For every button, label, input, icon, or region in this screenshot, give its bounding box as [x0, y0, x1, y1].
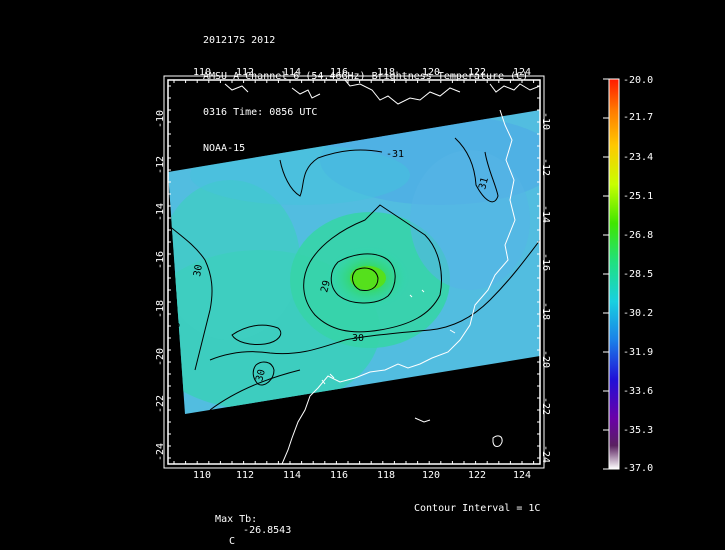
lat-label: -10 — [155, 110, 166, 128]
colorbar-label: -25.1 — [623, 191, 653, 202]
contour-label: 29 — [170, 321, 183, 335]
lon-label: 122 — [468, 470, 486, 481]
lat-label: -12 — [155, 156, 166, 174]
lon-labels-bottom: 110 112 114 116 118 120 122 124 — [193, 470, 531, 481]
colorbar-label: -31.9 — [623, 347, 653, 358]
colorbar-label: -26.8 — [623, 230, 653, 241]
lon-label: 120 — [422, 67, 440, 78]
brightness-swath — [168, 110, 540, 414]
max-tb-value: -26.8543 — [243, 525, 292, 536]
colorbar-ticks — [603, 78, 609, 470]
lat-label: -16 — [155, 251, 166, 269]
lat-label: -24 — [540, 445, 551, 463]
contour-label: 30 — [254, 368, 268, 382]
contour-label: 30 — [192, 264, 205, 278]
contour-label: 29 — [319, 279, 333, 293]
lat-label: -18 — [540, 302, 551, 320]
colorbar-label: -21.7 — [623, 112, 653, 123]
lon-label: 110 — [193, 67, 211, 78]
lon-label: 110 — [193, 470, 211, 481]
colorbar-label: -33.6 — [623, 386, 653, 397]
lon-label: 112 — [236, 67, 254, 78]
colorbar-label: -35.3 — [623, 425, 653, 436]
contour-label: 30 — [352, 333, 364, 344]
contour-interval: Contour Interval = 1C — [414, 503, 541, 514]
lat-label: -14 — [540, 205, 551, 223]
map-frame — [163, 75, 545, 469]
lat-label: -20 — [540, 350, 551, 368]
colorbar-label: -23.4 — [623, 152, 653, 163]
lon-labels-top: 110 112 114 116 118 120 122 124 — [193, 67, 531, 78]
max-tb-label: Max Tb: — [215, 514, 258, 525]
lon-label: 118 — [377, 470, 395, 481]
coastlines — [224, 80, 540, 464]
lon-label: 114 — [283, 67, 301, 78]
lon-label: 112 — [236, 470, 254, 481]
lat-label: -22 — [540, 397, 551, 415]
lon-label: 122 — [468, 67, 486, 78]
lon-label: 118 — [377, 67, 395, 78]
colorbar-label: -28.5 — [623, 269, 653, 280]
time-stamp: 0316 Time: 0856 UTC — [203, 107, 318, 118]
lon-label: 114 — [283, 470, 301, 481]
lon-label: 124 — [513, 470, 531, 481]
lat-label: -16 — [540, 253, 551, 271]
contour-label: -31 — [386, 149, 404, 160]
lat-labels-left: -10 -12 -14 -16 -18 -20 -22 -24 — [155, 110, 166, 461]
colorbar-label: -37.0 — [623, 463, 653, 474]
max-tb-unit: C — [229, 536, 236, 547]
contour-lines — [168, 137, 540, 411]
lon-label: 124 — [513, 67, 531, 78]
lat-label: -24 — [155, 443, 166, 461]
storm-id: 201217S 2012 — [203, 35, 276, 46]
lat-labels-right: -10 -12 -14 -16 -18 -20 -22 -24 — [540, 112, 551, 463]
lon-label: 116 — [330, 67, 348, 78]
colorbar-label: -30.2 — [623, 308, 653, 319]
colorbar-scale — [608, 78, 620, 470]
lat-label: -22 — [155, 395, 166, 413]
axis-ticks — [168, 80, 540, 464]
lon-label: 116 — [330, 470, 348, 481]
lat-label: -18 — [155, 300, 166, 318]
lat-label: -20 — [155, 348, 166, 366]
lat-label: -14 — [155, 203, 166, 221]
colorbar-label: -20.0 — [623, 75, 653, 86]
lon-label: 120 — [422, 470, 440, 481]
satellite-name: NOAA-15 — [203, 143, 246, 154]
max-tb-readout: Max Tb: -26.8543 C — [203, 503, 291, 547]
colorbar: -20.0 -21.7 -23.4 -25.1 -26.8 -28.5 -30.… — [603, 75, 653, 474]
lat-label: -10 — [540, 112, 551, 130]
lat-label: -12 — [540, 158, 551, 176]
contour-value-labels: -31 31 30 29 30 30 29 30 — [170, 149, 491, 383]
contour-label: 31 — [477, 176, 491, 190]
